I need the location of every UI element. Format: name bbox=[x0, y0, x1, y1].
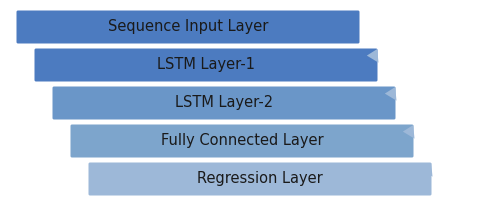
FancyBboxPatch shape bbox=[34, 49, 378, 81]
FancyBboxPatch shape bbox=[88, 162, 432, 196]
FancyBboxPatch shape bbox=[16, 11, 360, 43]
Text: Sequence Input Layer: Sequence Input Layer bbox=[108, 19, 268, 35]
Text: Fully Connected Layer: Fully Connected Layer bbox=[160, 134, 324, 149]
FancyBboxPatch shape bbox=[70, 124, 414, 157]
Text: LSTM Layer-2: LSTM Layer-2 bbox=[175, 96, 273, 111]
Text: Regression Layer: Regression Layer bbox=[197, 172, 323, 187]
FancyBboxPatch shape bbox=[52, 87, 396, 119]
Text: LSTM Layer-1: LSTM Layer-1 bbox=[157, 58, 255, 73]
